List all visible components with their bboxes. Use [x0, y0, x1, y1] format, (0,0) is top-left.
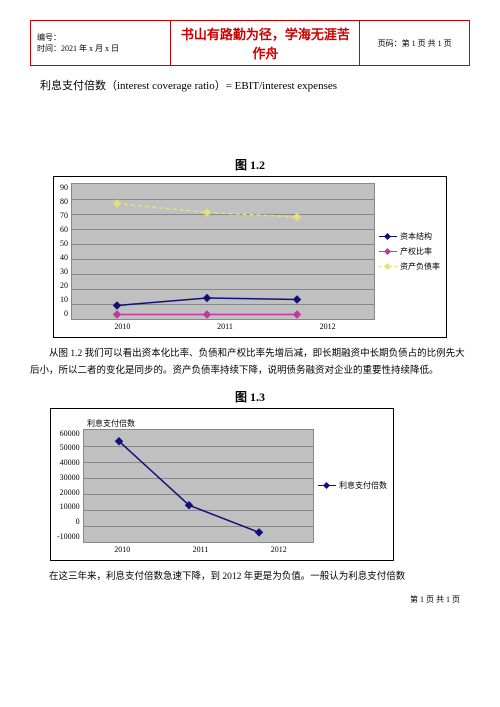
- chart1-x-axis: 201020112012: [71, 322, 379, 331]
- chart1-plot: [71, 183, 375, 320]
- chart2-x-axis: 201020112012: [83, 545, 318, 554]
- chart2-y-axis: 6000050000400003000020000100000-10000: [57, 429, 83, 541]
- paragraph-2: 在这三年来，利息支付倍数急速下降，到 2012 年更是为负值。一般认为利息支付倍…: [30, 569, 470, 586]
- chart2-legend: 利息支付倍数: [318, 429, 387, 543]
- doc-no: 编号：: [37, 32, 164, 43]
- chart1-container: 9080706050403020100 资本结构产权比率资产负债率 201020…: [53, 176, 447, 338]
- chart1-y-axis: 9080706050403020100: [60, 183, 71, 318]
- header: 编号： 时间：2021 年 x 月 x 日 书山有路勤为径，学海无涯苦作舟 页码…: [30, 20, 470, 66]
- formula-text: 利息支付倍数（interest coverage ratio）= EBIT/in…: [40, 78, 470, 96]
- header-motto: 书山有路勤为径，学海无涯苦作舟: [171, 21, 360, 66]
- chart2-container: 利息支付倍数 6000050000400003000020000100000-1…: [50, 408, 394, 561]
- header-page: 页码：第 1 页 共 1 页: [360, 21, 470, 66]
- chart2-title: 图 1.3: [30, 388, 470, 405]
- paragraph-1: 从图 1.2 我们可以看出资本化比率、负债和产权比率先增后减，即长期融资中长期负…: [30, 346, 470, 380]
- chart2-inner-title: 利息支付倍数: [57, 415, 387, 429]
- chart2-plot: [83, 429, 314, 543]
- chart1-title: 图 1.2: [30, 156, 470, 173]
- date-line: 时间：2021 年 x 月 x 日: [37, 43, 164, 54]
- footer-page: 第 1 页 共 1 页: [30, 594, 470, 605]
- chart1-legend: 资本结构产权比率资产负债率: [379, 183, 440, 320]
